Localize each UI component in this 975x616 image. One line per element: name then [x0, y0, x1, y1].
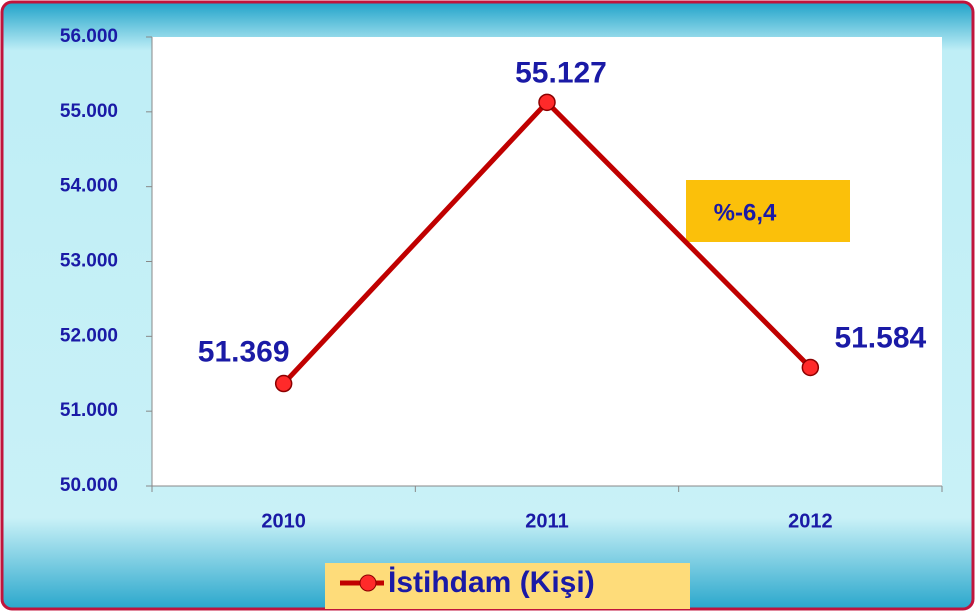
x-tick-label: 2010	[261, 510, 306, 532]
legend-marker	[359, 574, 377, 592]
x-tick-label: 2012	[788, 510, 833, 532]
y-tick-label: 56.000	[60, 26, 118, 47]
x-tick-label: 2011	[525, 510, 568, 532]
marker	[538, 93, 556, 112]
y-tick-label: 51.000	[60, 400, 118, 421]
legend-box	[325, 563, 690, 609]
y-tick-label: 52.000	[60, 325, 118, 346]
marker	[274, 374, 293, 393]
y-tick-label: 53.000	[60, 251, 118, 272]
data-label: 55.127	[515, 56, 607, 89]
annotation-box	[686, 180, 850, 242]
legend-label: İstihdam (Kişi)	[388, 566, 595, 599]
marker	[801, 358, 820, 377]
y-tick-label: 55.000	[60, 101, 118, 122]
data-label: 51.369	[198, 335, 290, 368]
data-label: 51.584	[834, 321, 926, 354]
plot-area	[152, 37, 942, 486]
y-tick-label: 50.000	[60, 475, 118, 496]
annotation: %-6,4	[714, 199, 777, 226]
y-tick-label: 54.000	[60, 176, 118, 197]
